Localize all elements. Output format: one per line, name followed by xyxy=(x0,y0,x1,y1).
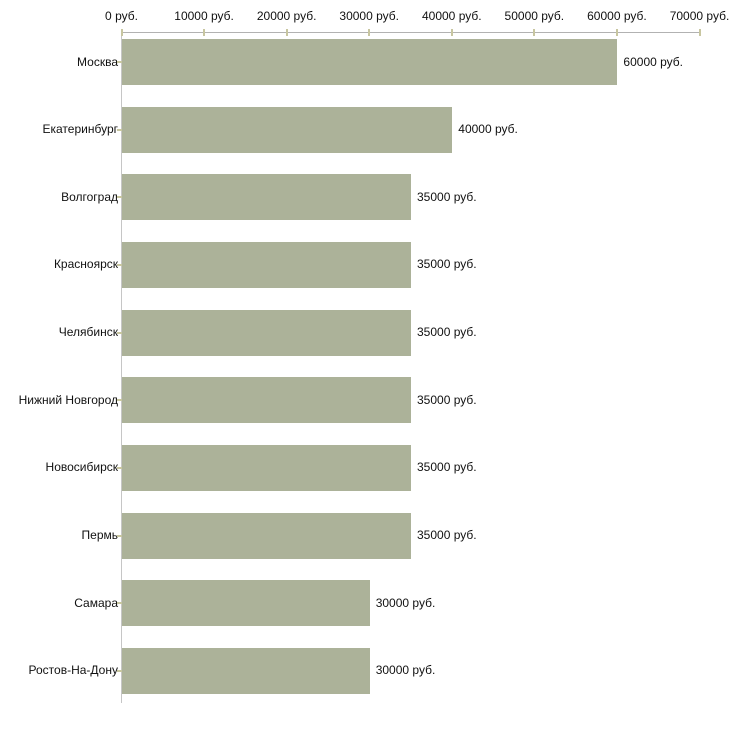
x-axis-tick-label: 50000 руб. xyxy=(504,9,565,23)
category-tick xyxy=(117,399,122,402)
category-label: Самара xyxy=(74,595,118,610)
bar xyxy=(122,106,453,153)
category-tick xyxy=(117,466,122,469)
x-axis-tick-label: 10000 руб. xyxy=(174,9,234,23)
category-label: Красноярск xyxy=(53,257,118,272)
category-label: Новосибирск xyxy=(45,460,118,475)
category-label: Екатеринбург xyxy=(42,122,119,137)
value-label: 35000 руб. xyxy=(417,460,477,475)
category-label: Нижний Новгород xyxy=(18,392,118,407)
category-tick xyxy=(117,128,122,131)
bar xyxy=(122,444,411,491)
value-label: 30000 руб. xyxy=(375,595,436,610)
x-axis-tick xyxy=(285,29,288,36)
bar xyxy=(122,512,411,559)
value-label: 35000 руб. xyxy=(417,392,477,407)
x-axis-tick-label: 70000 руб. xyxy=(669,9,730,23)
y-axis-line xyxy=(121,32,122,703)
x-axis-tick xyxy=(698,29,701,36)
category-tick xyxy=(117,534,122,537)
category-tick xyxy=(117,602,122,605)
x-axis-tick xyxy=(120,29,123,36)
x-axis-tick xyxy=(615,29,618,36)
x-axis-tick-label: 60000 руб. xyxy=(587,9,647,23)
category-tick xyxy=(117,61,122,63)
x-axis-tick-label: 0 руб. xyxy=(105,9,138,23)
value-label: 35000 руб. xyxy=(417,189,477,204)
category-tick xyxy=(117,263,122,266)
x-axis-line xyxy=(121,32,701,33)
bar xyxy=(122,241,411,288)
bar xyxy=(122,39,618,85)
bar xyxy=(122,309,411,356)
category-tick xyxy=(117,669,122,672)
bar xyxy=(122,377,411,424)
x-axis-tick-label: 20000 руб. xyxy=(256,9,317,23)
bar xyxy=(122,174,411,221)
value-label: 60000 руб. xyxy=(623,54,684,69)
category-label: Москва xyxy=(77,54,118,69)
category-label: Волгоград xyxy=(61,189,118,204)
x-axis-tick xyxy=(203,29,206,36)
x-axis-tick-label: 30000 руб. xyxy=(339,9,399,23)
bar xyxy=(122,580,370,627)
category-label: Пермь xyxy=(81,528,118,543)
value-label: 35000 руб. xyxy=(417,325,477,340)
x-axis-tick xyxy=(450,29,453,36)
value-label: 40000 руб. xyxy=(458,122,518,137)
value-label: 35000 руб. xyxy=(417,257,477,272)
value-label: 35000 руб. xyxy=(417,528,477,543)
bar xyxy=(122,647,370,694)
category-label: Ростов-На-Дону xyxy=(28,663,118,678)
x-axis-tick xyxy=(533,29,536,36)
value-label: 30000 руб. xyxy=(375,663,436,678)
category-label: Челябинск xyxy=(58,325,118,340)
category-tick xyxy=(117,331,122,334)
category-tick xyxy=(117,196,122,199)
x-axis-tick xyxy=(368,29,371,36)
x-axis-tick-label: 40000 руб. xyxy=(421,9,482,23)
